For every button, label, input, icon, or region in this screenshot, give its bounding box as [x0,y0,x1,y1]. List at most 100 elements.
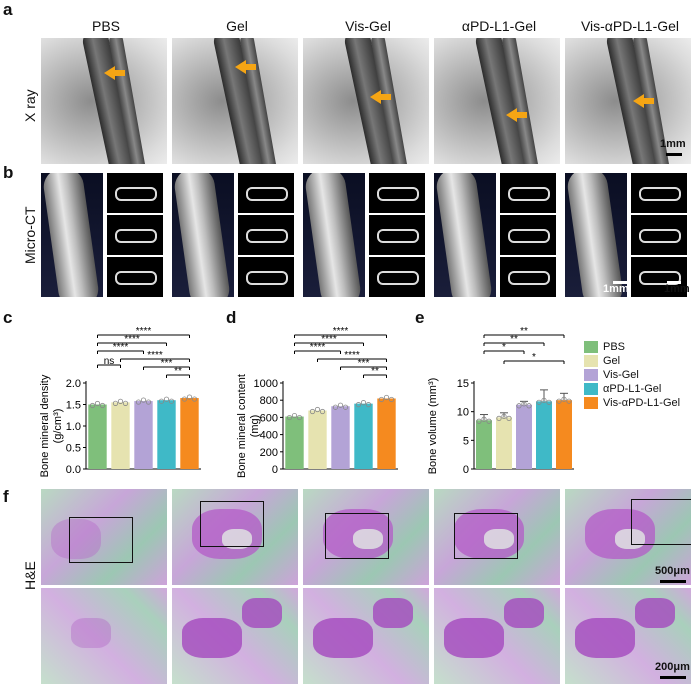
col-title-pbs: PBS [91,18,120,34]
significance-label: ns [104,356,115,367]
microct-slice-scale-bar [667,281,681,284]
data-point [566,398,572,404]
y-tick-label: 200 [260,447,278,459]
zoom-region-box [325,513,389,559]
row-label-xray: X ray [22,89,38,122]
data-point [365,402,372,408]
bar [285,416,304,469]
microct-3d-render [565,173,627,297]
legend-swatch [584,341,598,353]
data-point [135,399,142,405]
y-axis-unit: (g/cm³) [52,409,64,444]
y-tick-label: 1000 [254,378,278,390]
panel-label-c: c [3,308,13,327]
data-point [476,418,482,424]
data-point [291,412,298,419]
significance-label: *** [161,358,173,369]
significance-label: **** [333,326,349,337]
data-point [319,408,326,415]
data-point [486,418,492,424]
col-title-vis-gel: Vis-Gel [345,18,391,34]
microct-3d-render [172,173,234,297]
microct-slice [500,173,556,213]
legend-item: Vis-αPD-L1-Gel [584,397,680,409]
xray-image-apdl1-gel [434,38,560,164]
panel-label-a: a [3,0,13,19]
data-point [337,402,344,408]
data-point [546,399,552,405]
y-tick-label: 1.5 [66,400,81,412]
significance-label: ** [510,334,518,345]
microct-slice [369,215,425,255]
row-label-microct: Micro-CT [22,206,38,264]
xray-image-gel [172,38,298,164]
panel-label-d: d [226,308,237,327]
legend-label: Vis-Gel [603,369,639,381]
data-point [516,403,522,409]
data-point [501,413,507,420]
bar [354,403,373,469]
he-image-zoom [303,588,429,684]
data-point [181,396,188,402]
xray-image-vis-apdl1-gel [565,38,691,164]
bar [180,398,199,469]
significance-label: **** [310,342,326,353]
he-top-scale-bar [660,580,686,583]
bar [88,404,107,469]
data-point [481,416,487,422]
data-point [536,399,542,405]
bar [308,410,327,469]
zoom-region-box [454,513,518,559]
y-tick-label: 0.5 [66,443,81,455]
xray-scale-bar [666,153,682,156]
panel-label-f: f [3,487,9,506]
data-point [360,400,367,406]
data-point [332,404,339,410]
microct-slice [631,173,687,213]
microct-slice [107,173,163,213]
panel-label-e: e [415,308,425,327]
arrow-icon [506,108,527,122]
data-point [383,394,390,401]
bar [476,420,492,469]
significance-label: ** [371,366,379,377]
microct-slice [631,257,687,297]
y-tick-label: 5 [463,435,469,447]
legend-swatch [584,383,598,395]
significance-label: * [532,352,536,363]
bar [157,400,176,469]
he-image-overview [172,489,298,585]
legend-label: αPD-L1-Gel [603,383,662,395]
legend-item: PBS [584,341,625,353]
bar [536,401,552,469]
y-tick-label: 2.0 [66,378,81,390]
microct-slice-scale-label: 1mm [664,283,690,295]
y-tick-label: 800 [260,395,278,407]
he-image-zoom [434,588,560,684]
legend-label: PBS [603,341,626,353]
he-bottom-scale-bar [660,676,686,679]
col-title-vis-apdl1-gel: Vis-αPD-L1-Gel [580,18,680,34]
col-title-gel: Gel [226,18,248,34]
microct-3d-render [41,173,103,297]
data-point [342,404,349,410]
legend-swatch [584,397,598,409]
significance-label: **** [136,326,152,337]
y-tick-label: 15 [457,378,469,390]
microct-slice [238,215,294,255]
microct-slice [369,257,425,297]
xray-image-vis-gel [303,38,429,164]
data-point [296,414,303,421]
data-point [496,415,502,422]
data-point [158,398,165,404]
data-point [168,398,175,404]
data-point [112,400,119,406]
significance-label: *** [358,358,370,369]
row-label-he: H&E [22,561,38,590]
he-bottom-scale-label: 200μm [655,661,690,673]
y-tick-label: 0 [272,464,278,476]
data-point [309,408,316,415]
data-point [89,402,96,409]
data-point [99,402,106,409]
zoom-region-box [631,499,691,545]
